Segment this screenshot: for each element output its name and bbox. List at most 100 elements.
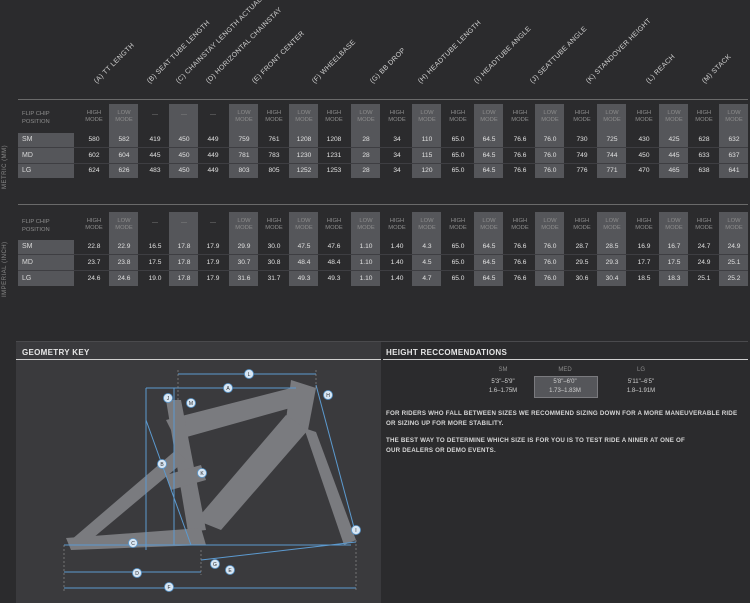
geometry-value-cell: 17.9 xyxy=(206,243,220,250)
dimension-marker-letter: C xyxy=(131,541,135,547)
high-mode-label: HIGH xyxy=(266,218,282,224)
low-mode-label: MODE xyxy=(541,117,559,123)
low-mode-label: LOW xyxy=(297,218,311,224)
geometry-value-cell: 580 xyxy=(88,136,100,143)
frame-seat-tube xyxy=(166,400,206,532)
geometry-value-cell: 25.1 xyxy=(697,275,711,282)
high-mode-label: MODE xyxy=(573,117,591,123)
geometry-value-cell: 65.0 xyxy=(451,259,465,266)
size-label: SM xyxy=(22,243,33,250)
low-mode-label: LOW xyxy=(727,110,741,116)
dimension-marker-letter: B xyxy=(160,462,164,468)
geometry-value-cell: 23.7 xyxy=(87,259,101,266)
no-mode-dash: --- xyxy=(210,112,216,118)
geometry-value-cell: 17.8 xyxy=(177,243,191,250)
height-metric-range: 1.8–1.91M xyxy=(626,388,656,394)
low-mode-label: MODE xyxy=(418,117,436,123)
geometry-value-cell: 65.0 xyxy=(451,243,465,250)
row-divider xyxy=(18,147,748,148)
row-divider xyxy=(18,163,748,164)
geometry-value-cell: 1.10 xyxy=(359,243,373,250)
low-mode-label: MODE xyxy=(725,117,743,123)
dimension-marker-letter: D xyxy=(135,571,139,577)
geometry-value-cell: 29.3 xyxy=(605,259,619,266)
high-mode-label: HIGH xyxy=(450,110,466,116)
low-mode-label: LOW xyxy=(727,218,741,224)
dimension-marker-letter: J xyxy=(167,396,170,402)
high-mode-label: MODE xyxy=(573,225,591,231)
geometry-value-cell: 1208 xyxy=(296,136,312,143)
low-mode-label: LOW xyxy=(667,218,681,224)
low-mode-label: MODE xyxy=(480,225,498,231)
geometry-value-cell: 1.40 xyxy=(390,259,404,266)
low-mode-shade xyxy=(659,212,688,286)
high-mode-label: HIGH xyxy=(389,218,405,224)
geometry-value-cell: 24.6 xyxy=(87,275,101,282)
geometry-value-cell: 115 xyxy=(421,152,433,159)
geometry-value-cell: 34 xyxy=(393,136,401,143)
table-top-rule xyxy=(18,204,748,205)
high-mode-label: HIGH xyxy=(696,110,712,116)
geometry-value-cell: 76.0 xyxy=(543,152,557,159)
geometry-value-cell: 28 xyxy=(362,167,370,174)
low-mode-label: LOW xyxy=(117,218,131,224)
geometry-value-cell: 582 xyxy=(118,136,130,143)
dimension-marker-letter: F xyxy=(167,585,170,591)
size-label: MD xyxy=(22,259,33,266)
geometry-value-cell: 76.0 xyxy=(543,167,557,174)
geometry-value-cell: 29.5 xyxy=(575,259,589,266)
geometry-value-cell: 64.5 xyxy=(482,136,496,143)
height-title: HEIGHT RECCOMENDATIONS xyxy=(386,348,508,357)
no-mode-dash: --- xyxy=(210,220,216,226)
low-mode-shade xyxy=(535,212,564,286)
geometry-value-cell: 450 xyxy=(178,167,190,174)
height-size-label: MED xyxy=(558,367,572,373)
low-mode-shade xyxy=(351,104,380,178)
geometry-value-cell: 449 xyxy=(207,167,219,174)
dimension-marker xyxy=(128,538,138,548)
geometry-value-cell: 430 xyxy=(638,136,650,143)
geometry-value-cell: 776 xyxy=(576,167,588,174)
low-mode-shade xyxy=(474,212,503,286)
size-label: LG xyxy=(22,275,32,282)
low-mode-label: MODE xyxy=(665,117,683,123)
geometry-value-cell: 1253 xyxy=(326,167,342,174)
dimension-marker-letter: I xyxy=(355,528,356,534)
low-mode-label: MODE xyxy=(235,117,253,123)
low-mode-label: LOW xyxy=(605,110,619,116)
geometry-value-cell: 744 xyxy=(606,152,618,159)
geometry-value-cell: 725 xyxy=(606,136,618,143)
low-mode-shade xyxy=(597,104,626,178)
dimension-marker xyxy=(225,565,235,575)
geometry-value-cell: 624 xyxy=(88,167,100,174)
high-mode-label: HIGH xyxy=(326,110,342,116)
dimension-marker-letter: M xyxy=(189,401,193,407)
height-size-label: LG xyxy=(636,367,645,373)
geometry-value-cell: 771 xyxy=(606,167,618,174)
geometry-value-cell: 632 xyxy=(728,136,740,143)
low-mode-shade xyxy=(474,104,503,178)
high-mode-label: MODE xyxy=(449,225,467,231)
low-mode-shade xyxy=(351,212,380,286)
test-ride-note-line2: OUR DEALERS OR DEMO EVENTS. xyxy=(386,447,496,454)
high-mode-label: MODE xyxy=(85,117,103,123)
low-mode-label: LOW xyxy=(605,218,619,224)
geometry-value-cell: 445 xyxy=(668,152,680,159)
geometry-value-cell: 34 xyxy=(393,152,401,159)
high-mode-label: HIGH xyxy=(574,218,590,224)
low-mode-label: LOW xyxy=(482,110,496,116)
low-mode-shade xyxy=(659,104,688,178)
flip-chip-label: FLIP CHIP xyxy=(22,219,50,225)
size-label: SM xyxy=(22,136,33,143)
row-divider xyxy=(18,270,748,271)
low-mode-shade xyxy=(229,212,258,286)
dimension-marker-letter: G xyxy=(213,562,217,568)
dimension-marker xyxy=(244,369,254,379)
column-header: (F) WHEELBASE xyxy=(311,38,358,85)
dimension-marker xyxy=(164,582,174,592)
geometry-value-cell: 16.7 xyxy=(667,243,681,250)
geometry-value-cell: 730 xyxy=(576,136,588,143)
geometry-value-cell: 64.5 xyxy=(482,152,496,159)
high-mode-label: MODE xyxy=(265,117,283,123)
high-mode-label: HIGH xyxy=(512,110,528,116)
